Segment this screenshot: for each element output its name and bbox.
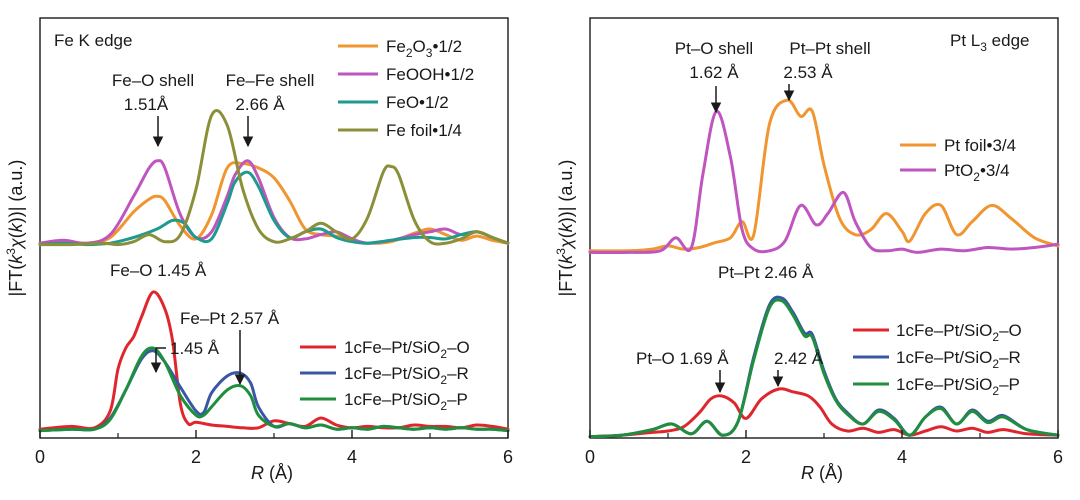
y-axis-label-left: |FT(k3χ(k))| (a.u.) — [4, 160, 26, 297]
panel-fe-k-edge: 0 2 4 6 Fe K edge |FT(k3χ(k))| (a.u.) R (Å)… — [4, 17, 513, 483]
legend-label-pt-foil: Pt foil•3/4 — [944, 136, 1016, 155]
x-axis-label-right: R (Å) — [801, 463, 843, 483]
annotation-pto-shell-line1: Pt–O shell — [675, 39, 753, 58]
legend-bottom-left: 1cFe–Pt/SiO2–O 1cFe–Pt/SiO2–R 1cFe–Pt/Si… — [300, 338, 470, 413]
annotation-feo-shell: Fe–O shell 1.51Å — [112, 71, 194, 148]
x-tick-label: 4 — [347, 447, 357, 467]
legend-top-left: Fe2O3•1/2 FeOOH•1/2 FeO•1/2 Fe foil•1/4 — [338, 37, 474, 140]
ticks-right: 0 2 4 6 — [585, 430, 1063, 467]
legend-label-sample-r-left: 1cFe–Pt/SiO2–R — [344, 364, 469, 387]
series-line-1cfe-pt-sio2-o-left — [38, 290, 510, 431]
series-line-feo-1-2-left — [38, 170, 510, 247]
x-tick-label: 0 — [35, 447, 45, 467]
annotation-pto-sample-label: Pt–O 1.69 Å — [636, 349, 729, 368]
annotation-fept-label: Fe–Pt 2.57 Å — [180, 309, 280, 328]
series-line-1cfe-pt-sio2-p-left — [38, 346, 510, 433]
legend-label-feooh: FeOOH•1/2 — [386, 65, 474, 84]
curves-left — [38, 109, 510, 433]
legend-label-sample-o-left: 1cFe–Pt/SiO2–O — [344, 338, 470, 361]
annotation-ptpt-shell-line2: 2.53 Å — [783, 63, 833, 82]
annotation-ptpt-sample2: 2.42 Å — [772, 349, 824, 388]
annotation-pto-sample: Pt–O 1.69 Å — [636, 349, 729, 394]
legend-label-pto2: PtO2•3/4 — [944, 161, 1010, 184]
ticks-left: 0 2 4 6 — [35, 430, 513, 467]
annotation-ptpt-shell: Pt–Pt shell 2.53 Å — [783, 39, 871, 102]
legend-label-sample-r-right: 1cFe–Pt/SiO2–R — [896, 348, 1021, 371]
annotation-pto-shell: Pt–O shell 1.62 Å — [675, 39, 753, 114]
series-line-pto2-3-4-right — [588, 109, 1060, 255]
annotation-pto-shell-line2: 1.62 Å — [689, 63, 739, 82]
legend-label-feo: FeO•1/2 — [386, 93, 449, 112]
x-tick-label: 6 — [1053, 447, 1063, 467]
x-axis-label-left: R (Å) — [251, 463, 293, 483]
legend-bottom-right: 1cFe–Pt/SiO2–O 1cFe–Pt/SiO2–R 1cFe–Pt/Si… — [853, 321, 1022, 398]
x-tick-label: 0 — [585, 447, 595, 467]
legend-label-fe2o3: Fe2O3•1/2 — [386, 37, 462, 60]
legend-label-fe-foil: Fe foil•1/4 — [386, 121, 462, 140]
panel-title-right: Pt L3 edge — [950, 31, 1029, 54]
annotation-feo-shell-line2: 1.51Å — [124, 95, 169, 114]
annotation-feo-sample2: 1.45 Å — [150, 339, 220, 374]
series-line-pt-foil-3-4-right — [588, 98, 1060, 253]
x-tick-label: 2 — [191, 447, 201, 467]
series-line-1cfe-pt-sio2-p-right — [588, 298, 1060, 439]
annotation-ptpt-shell-line1: Pt–Pt shell — [789, 39, 870, 58]
annotation-fefe-shell-line1: Fe–Fe shell — [226, 71, 315, 90]
y-axis-label-right: |FT(k3χ(k))| (a.u.) — [554, 160, 576, 297]
annotation-feo-shell-line1: Fe–O shell — [112, 71, 194, 90]
panel-pt-l3-edge: 0 2 4 6 Pt L3 edge |FT(k3χ(k))| (a.u.) R (Å… — [554, 17, 1063, 483]
x-tick-label: 2 — [741, 447, 751, 467]
annotation-ptpt-sample2-label: 2.42 Å — [774, 349, 824, 368]
legend-label-sample-p-right: 1cFe–Pt/SiO2–P — [896, 375, 1020, 398]
series-line-fe-foil-1-4-left — [38, 109, 510, 247]
annotation-fept: Fe–Pt 2.57 Å — [180, 309, 280, 386]
annotation-feo-sample2-arrow — [150, 347, 166, 374]
annotation-ptpt-sample: Pt–Pt 2.46 Å — [718, 263, 814, 282]
legend-top-right: Pt foil•3/4 PtO2•3/4 — [900, 136, 1016, 184]
x-tick-label: 4 — [897, 447, 907, 467]
curves-right — [588, 98, 1060, 439]
annotation-feo-sample2-label: 1.45 Å — [170, 339, 220, 358]
x-tick-label: 6 — [503, 447, 513, 467]
series-line-feooh-1-2-left — [38, 159, 510, 245]
annotation-fefe-shell: Fe–Fe shell 2.66 Å — [226, 71, 315, 148]
annotation-fefe-shell-line2: 2.66 Å — [235, 95, 285, 114]
panel-title-left: Fe K edge — [54, 31, 132, 50]
series-line-1cfe-pt-sio2-o-right — [588, 387, 1060, 439]
annotation-feo-sample: Fe–O 1.45 Å — [110, 261, 207, 280]
legend-label-sample-o-right: 1cFe–Pt/SiO2–O — [896, 321, 1022, 344]
legend-label-sample-p-left: 1cFe–Pt/SiO2–P — [344, 390, 468, 413]
